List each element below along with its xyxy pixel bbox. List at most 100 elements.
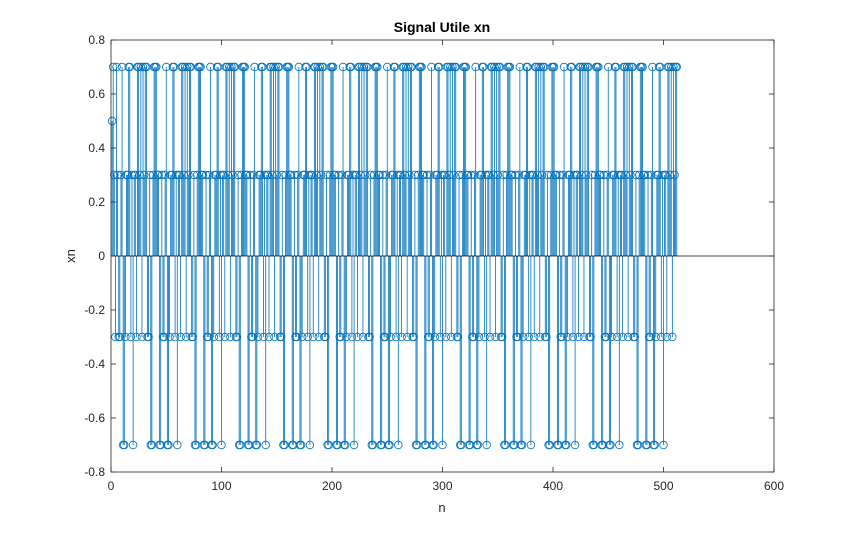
stem-marker <box>601 332 611 342</box>
stem-marker <box>249 170 258 180</box>
stem-marker <box>173 440 182 450</box>
stem-marker <box>397 332 406 342</box>
stem-marker <box>461 62 470 72</box>
stem-marker <box>517 440 527 450</box>
stem-marker <box>651 332 660 342</box>
stem-marker <box>669 62 678 72</box>
stem-marker <box>223 170 233 180</box>
stem-marker <box>570 440 580 450</box>
stem-marker <box>618 332 627 342</box>
stem-marker <box>549 62 559 72</box>
stem-marker <box>485 332 495 342</box>
stem-marker <box>126 332 136 342</box>
stem-marker <box>248 332 257 342</box>
stem-marker <box>349 440 359 450</box>
stem-marker <box>458 170 467 180</box>
stem-marker <box>518 332 528 342</box>
stem-marker <box>473 440 483 450</box>
stem-marker <box>107 116 117 126</box>
stem-marker <box>358 332 368 342</box>
stem-marker <box>491 332 500 342</box>
stem-marker <box>164 440 173 450</box>
stem-marker <box>334 170 343 180</box>
stem-marker <box>204 332 213 342</box>
stem-marker <box>625 62 634 72</box>
stem-marker <box>573 170 582 180</box>
stem-marker <box>321 332 330 342</box>
stem-marker <box>394 440 403 450</box>
stem-marker <box>303 332 312 342</box>
stem-marker <box>292 332 301 342</box>
stem-marker <box>480 332 489 342</box>
stem-marker <box>110 170 119 180</box>
x-tick-label: 600 <box>764 479 784 493</box>
stem-marker <box>537 170 547 180</box>
stem-marker <box>328 62 338 72</box>
stem-marker <box>201 170 211 180</box>
stem-marker <box>672 62 681 72</box>
stem-marker <box>470 170 479 180</box>
stem-marker <box>425 332 434 342</box>
stem-marker <box>264 332 274 342</box>
y-tick-label: 0.8 <box>88 33 105 47</box>
stem-marker <box>568 332 578 342</box>
stem-series <box>107 62 681 450</box>
stem-marker <box>528 170 538 180</box>
stem-marker <box>396 170 405 180</box>
stem-marker <box>341 440 350 450</box>
stem-marker <box>542 332 551 342</box>
x-tick-label: 400 <box>543 479 563 493</box>
stem-marker <box>314 332 323 342</box>
stem-marker <box>502 170 511 180</box>
stem-marker <box>269 62 278 72</box>
stem-marker <box>183 62 192 72</box>
stem-marker <box>546 170 555 180</box>
stem-marker <box>449 170 458 180</box>
stem-marker <box>347 332 357 342</box>
stem-marker <box>474 332 484 342</box>
stem-marker <box>526 440 536 450</box>
stem-marker <box>386 332 395 342</box>
stem-marker <box>579 332 589 342</box>
stem-marker <box>622 62 632 72</box>
stem-marker <box>112 62 121 72</box>
stem-marker <box>342 332 351 342</box>
stem-marker <box>139 170 149 180</box>
y-tick-label: 0.6 <box>88 87 105 101</box>
x-axis-label: n <box>438 500 445 515</box>
stem-marker <box>240 62 249 72</box>
stem-marker <box>413 170 423 180</box>
stem-marker <box>305 440 315 450</box>
stem-marker <box>284 62 294 72</box>
stem-marker <box>590 170 600 180</box>
stem-marker <box>665 170 675 180</box>
stem-marker <box>359 62 369 72</box>
stem-marker <box>484 170 494 180</box>
stem-marker <box>215 332 224 342</box>
stem-marker <box>638 62 647 72</box>
stem-marker <box>621 170 631 180</box>
stem-marker <box>594 62 603 72</box>
stem-marker <box>453 332 463 342</box>
stem-marker <box>606 440 615 450</box>
stem-marker <box>441 332 451 342</box>
stem-marker <box>514 170 523 180</box>
stem-marker <box>429 440 438 450</box>
y-tick-label: -0.2 <box>84 303 105 317</box>
stem-marker <box>152 62 161 72</box>
stem-marker <box>170 332 180 342</box>
stem-marker <box>667 62 676 72</box>
x-tick-label: 500 <box>653 479 673 493</box>
stem-marker <box>219 170 228 180</box>
stem-marker <box>562 440 571 450</box>
stem-marker <box>357 62 367 72</box>
y-tick-label: 0.4 <box>88 141 105 155</box>
stem-marker <box>511 170 520 180</box>
stem-marker <box>623 332 633 342</box>
stem-marker <box>225 62 234 72</box>
stem-marker <box>165 332 174 342</box>
stem-marker <box>137 332 147 342</box>
stem-marker <box>293 170 302 180</box>
x-tick-label: 300 <box>432 479 452 493</box>
stem-marker <box>534 62 543 72</box>
